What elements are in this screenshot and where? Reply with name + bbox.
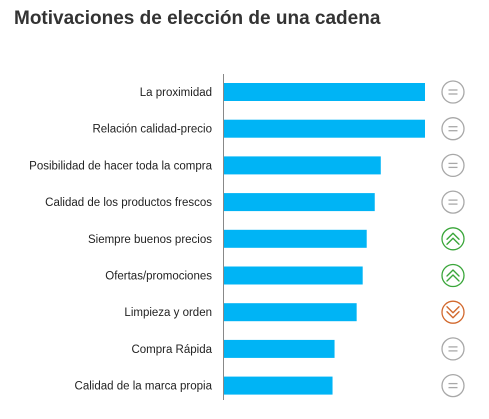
category-label: La proximidad (140, 87, 212, 99)
equal-circle-icon (441, 153, 465, 178)
bar (224, 339, 335, 358)
equal-circle-icon (441, 373, 465, 398)
double-chevron-up-circle-icon (441, 263, 465, 288)
bar (224, 229, 367, 248)
equal-circle-icon (441, 190, 465, 214)
category-label: Relación calidad-precio (92, 124, 212, 136)
category-label: Calidad de la marca propia (75, 381, 213, 393)
bar (224, 193, 375, 212)
bar (224, 83, 425, 101)
category-label: Siempre buenos precios (88, 234, 212, 246)
bar (224, 119, 425, 138)
equal-circle-icon (441, 117, 465, 141)
bar (224, 303, 357, 322)
bar (224, 376, 333, 395)
equal-circle-icon (441, 337, 465, 361)
category-label: Posibilidad de hacer toda la compra (29, 160, 212, 172)
double-chevron-down-circle-icon (441, 300, 465, 324)
category-label: Calidad de los productos frescos (45, 197, 212, 209)
double-chevron-up-circle-icon (441, 227, 465, 251)
category-label: Compra Rápida (131, 344, 212, 356)
chart-title: Motivaciones de elección de una cadena (14, 8, 381, 29)
bar (224, 156, 381, 175)
category-label: Limpieza y orden (124, 307, 212, 319)
equal-circle-icon (441, 80, 465, 104)
bar (224, 266, 363, 285)
category-label: Ofertas/promociones (105, 271, 212, 283)
